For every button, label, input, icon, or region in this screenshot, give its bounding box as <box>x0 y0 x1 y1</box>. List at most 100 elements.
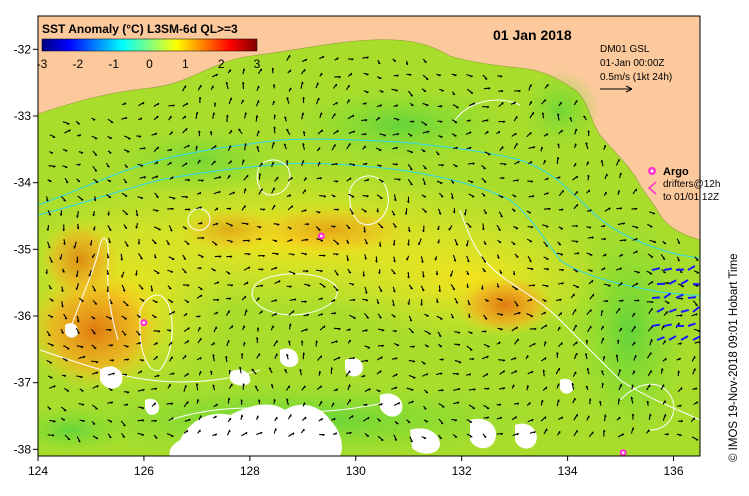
current-vector <box>150 387 158 391</box>
current-vector <box>392 299 395 307</box>
current-vector <box>437 239 440 244</box>
argo-legend: Argo drifters@12h to 01/01 12Z <box>647 166 720 203</box>
current-vector <box>240 99 244 105</box>
current-vector <box>301 252 308 256</box>
current-vector <box>182 115 187 120</box>
current-vector <box>496 416 503 420</box>
current-vector <box>541 112 545 119</box>
current-vector <box>483 240 487 245</box>
current-vector <box>558 416 564 420</box>
current-vector <box>301 238 309 242</box>
current-vector <box>422 164 427 170</box>
current-vector <box>514 253 519 258</box>
current-vector <box>302 189 306 195</box>
current-vector <box>166 402 174 405</box>
current-vector <box>540 146 544 152</box>
drifter-track <box>656 307 665 313</box>
current-vector <box>195 111 199 119</box>
current-vector <box>583 115 588 121</box>
current-vector <box>61 286 64 293</box>
current-vector <box>318 297 323 301</box>
current-vector <box>106 194 112 198</box>
current-vector <box>406 255 410 261</box>
current-vector <box>154 192 159 199</box>
current-vector <box>48 284 53 290</box>
drifter-track <box>656 336 665 341</box>
current-vector <box>243 188 247 194</box>
current-vector <box>409 102 414 107</box>
current-vector <box>92 150 98 156</box>
current-vector <box>466 433 473 438</box>
current-vector <box>558 189 564 197</box>
current-vector <box>137 432 144 436</box>
current-vector <box>438 164 444 167</box>
current-vector <box>259 208 266 211</box>
argo-float-marker <box>317 232 325 240</box>
current-vector <box>124 240 129 247</box>
current-vector <box>136 341 142 345</box>
y-tick-label: -35 <box>14 242 32 256</box>
current-vector <box>73 241 77 249</box>
current-vector <box>528 195 535 198</box>
current-vector <box>47 342 54 347</box>
current-vector <box>405 60 409 66</box>
current-vector <box>64 129 71 134</box>
current-vector <box>135 223 138 229</box>
current-vector <box>364 178 370 182</box>
current-vector <box>225 222 233 227</box>
current-vector <box>377 344 384 348</box>
current-vector <box>482 373 489 378</box>
current-vector <box>242 68 246 75</box>
current-vector <box>558 342 563 347</box>
current-vector <box>226 297 232 300</box>
current-vector <box>138 406 145 410</box>
current-vector <box>454 297 459 304</box>
current-vector <box>378 269 381 274</box>
current-vector <box>257 327 260 332</box>
current-vector <box>348 357 355 360</box>
current-vector <box>153 342 158 346</box>
current-vector <box>284 369 288 374</box>
current-vector <box>499 387 506 390</box>
current-vector <box>482 106 490 109</box>
current-vector <box>618 299 624 303</box>
current-vector <box>256 431 263 436</box>
current-vector <box>437 120 443 123</box>
current-vector <box>466 222 472 228</box>
current-vector <box>569 117 573 122</box>
current-vector <box>438 402 445 408</box>
current-vector <box>528 84 532 91</box>
current-vector <box>138 284 144 290</box>
current-vector <box>315 82 319 89</box>
argo-floats <box>140 232 627 456</box>
current-vector <box>197 237 205 240</box>
current-vector <box>599 400 602 406</box>
current-vector <box>63 239 66 245</box>
current-vector <box>256 226 262 229</box>
current-vector <box>181 196 189 199</box>
current-vector <box>558 101 562 107</box>
current-vector <box>182 354 187 360</box>
current-vector <box>600 337 605 344</box>
drifter-track <box>680 279 689 285</box>
current-vector <box>91 420 96 425</box>
current-vector <box>62 268 65 273</box>
current-vector <box>555 298 562 302</box>
current-vector <box>61 301 64 308</box>
current-vector <box>376 418 381 422</box>
current-vector <box>677 370 680 377</box>
current-vector <box>540 399 544 406</box>
current-vector <box>212 433 218 437</box>
current-vector <box>268 367 273 374</box>
current-vector <box>49 134 56 138</box>
current-vector <box>137 196 144 200</box>
current-vector <box>214 102 217 107</box>
current-vector <box>436 315 443 320</box>
current-vector <box>167 269 174 273</box>
current-vector <box>483 209 488 215</box>
current-vector <box>183 401 189 408</box>
current-vector <box>288 432 295 437</box>
current-vector <box>529 328 537 331</box>
current-vector <box>271 142 275 149</box>
drifter-track <box>651 323 661 327</box>
